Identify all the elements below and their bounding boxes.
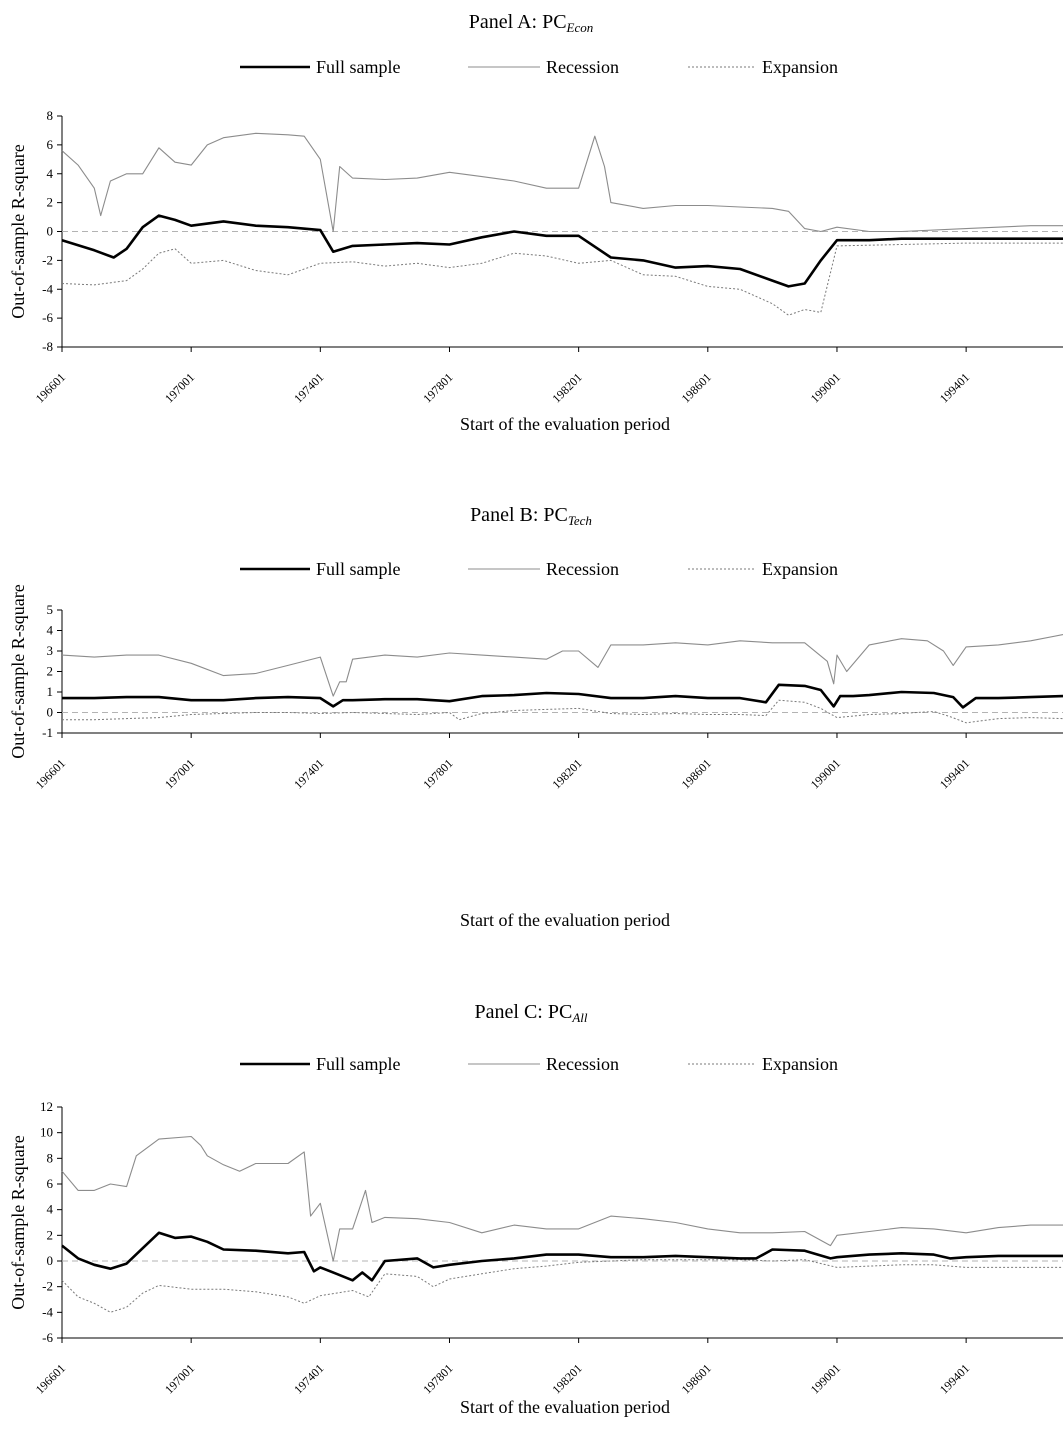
x-tick-label: 198201 (549, 370, 584, 405)
y-tick-label: 10 (40, 1125, 53, 1140)
y-tick-label: -1 (42, 725, 53, 740)
x-tick-label: 197001 (162, 756, 197, 791)
y-tick-label: 1 (47, 684, 54, 699)
x-tick-label: 196601 (33, 756, 68, 791)
y-tick-label: 6 (47, 1176, 54, 1191)
y-tick-label: 8 (47, 108, 54, 123)
axes: -6 -4 -2 0 2 4 6 8 10 12 196601 197001 197401 197801 1… (33, 1099, 1063, 1397)
panel-2: Panel B: PCTech Full sample Recession Expan… (8, 504, 1063, 930)
y-tick-label: 12 (40, 1099, 53, 1114)
y-tick-label: -2 (42, 1279, 53, 1294)
panel-title-subscript: All (571, 1010, 588, 1025)
y-tick-label: 3 (47, 643, 54, 658)
series-line-full (61, 1231, 1063, 1282)
legend-label-expansion: Expansion (762, 57, 838, 77)
x-tick-label: 197001 (162, 370, 197, 405)
panel-title-subscript: Tech (568, 513, 592, 528)
series-line-recession (61, 634, 1063, 697)
x-tick-label: 198201 (549, 756, 584, 791)
series-line-full (62, 683, 1063, 709)
panel-3: Panel C: PCAll Full sample Recession Expans… (8, 1001, 1063, 1417)
x-tick-label: 197801 (420, 370, 455, 405)
panel-title-prefix: Panel C: PC (475, 1001, 573, 1023)
y-tick-label: 4 (47, 623, 54, 638)
x-tick-label: 199001 (808, 370, 843, 405)
panel-title-prefix: Panel B: PC (470, 504, 568, 526)
series-line-recession (61, 1135, 1063, 1262)
y-tick-label: -6 (42, 310, 53, 325)
legend-label-full: Full sample (316, 559, 401, 579)
panel-title: Panel A: PCEcon (469, 11, 594, 35)
legend-label-full: Full sample (316, 1054, 401, 1074)
y-tick-label: -6 (42, 1330, 53, 1345)
x-tick-label: 199401 (937, 756, 972, 791)
y-tick-label: 6 (47, 137, 54, 152)
y-axis-title: Out-of-sample R-square (8, 1135, 28, 1309)
legend-label-full: Full sample (316, 57, 401, 77)
x-tick-label: 199401 (937, 370, 972, 405)
y-tick-label: 2 (47, 195, 54, 210)
y-tick-label: 4 (47, 1202, 54, 1217)
panel-title: Panel B: PCTech (470, 504, 592, 528)
y-tick-label: -4 (42, 281, 53, 296)
y-tick-label: 0 (47, 705, 54, 720)
y-tick-label: 2 (47, 1227, 54, 1242)
y-tick-label: 8 (47, 1150, 54, 1165)
x-tick-label: 197401 (291, 370, 326, 405)
x-tick-label: 199001 (808, 756, 843, 791)
y-tick-label: -2 (42, 252, 53, 267)
series-line-full (61, 214, 1063, 288)
panel-1: Panel A: PCEcon Full sample Recession Expan… (8, 11, 1063, 434)
legend-label-expansion: Expansion (762, 559, 838, 579)
x-tick-label: 197401 (291, 756, 326, 791)
y-tick-label: 0 (47, 1253, 54, 1268)
legend-label-expansion: Expansion (762, 1054, 838, 1074)
panel-title: Panel C: PCAll (475, 1001, 588, 1025)
x-axis-title: Start of the evaluation period (460, 910, 670, 930)
y-tick-label: 2 (47, 664, 54, 679)
y-tick-label: -8 (42, 339, 53, 354)
y-axis-title: Out-of-sample R-square (8, 584, 28, 758)
y-tick-label: 5 (47, 602, 54, 617)
x-axis-title: Start of the evaluation period (460, 414, 670, 434)
x-tick-label: 196601 (33, 1361, 68, 1396)
x-tick-label: 197801 (420, 1361, 455, 1396)
y-axis-title: Out-of-sample R-square (8, 144, 28, 318)
legend: Full sample Recession Expansion (240, 1054, 838, 1074)
legend: Full sample Recession Expansion (240, 57, 838, 77)
x-tick-label: 198601 (679, 1361, 714, 1396)
x-tick-label: 197401 (291, 1361, 326, 1396)
x-axis-title: Start of the evaluation period (460, 1397, 670, 1417)
x-tick-label: 197001 (162, 1361, 197, 1396)
series-line-recession (61, 132, 1063, 233)
x-tick-label: 199401 (937, 1361, 972, 1396)
x-tick-label: 197801 (420, 756, 455, 791)
series-line-expansion (61, 1259, 1063, 1313)
x-tick-label: 199001 (808, 1361, 843, 1396)
panel-title-prefix: Panel A: PC (469, 11, 567, 33)
x-tick-label: 198201 (549, 1361, 584, 1396)
legend-label-recession: Recession (546, 57, 619, 77)
y-tick-label: 0 (47, 224, 54, 239)
y-tick-label: -4 (42, 1304, 53, 1319)
x-tick-label: 198601 (679, 756, 714, 791)
series-line-expansion (62, 699, 1063, 724)
series-line-expansion (61, 242, 1063, 316)
legend-label-recession: Recession (546, 1054, 619, 1074)
legend-label-recession: Recession (546, 559, 619, 579)
x-tick-label: 196601 (33, 370, 68, 405)
y-tick-label: 4 (47, 166, 54, 181)
panel-title-subscript: Econ (566, 20, 594, 35)
x-tick-label: 198601 (679, 370, 714, 405)
legend: Full sample Recession Expansion (240, 559, 838, 579)
axes: -1 0 1 2 3 4 5 196601 197001 197401 197801 198201 19… (33, 602, 1063, 792)
